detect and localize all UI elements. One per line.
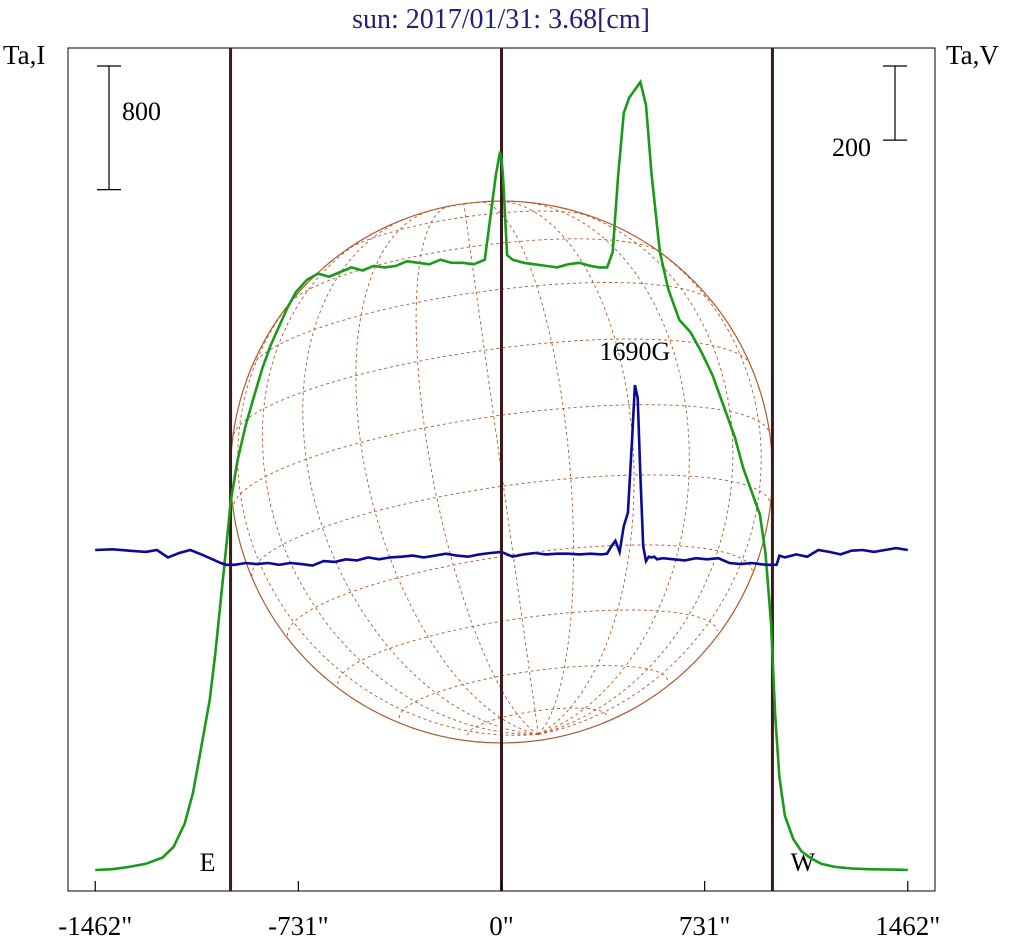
x-tick-label: 0" — [489, 911, 514, 941]
disk-parallel — [232, 404, 771, 510]
y-axis-label-left: Ta,I — [3, 40, 45, 70]
limb-label: E — [200, 848, 216, 877]
disk-meridian — [538, 242, 762, 735]
disk-meridian — [237, 291, 539, 736]
disk-parallel — [287, 544, 753, 636]
disk-meridian — [302, 218, 539, 735]
chart-title: sun: 2017/01/31: 3.68[cm] — [352, 4, 650, 35]
x-tick-label: -731" — [268, 911, 329, 941]
disk-parallel — [467, 707, 608, 736]
disk-meridian — [481, 201, 574, 735]
peak-annotation: 1690G — [600, 337, 671, 366]
disk-parallel — [337, 609, 718, 685]
scale-bar-right-label: 200 — [832, 133, 871, 162]
disk-parallel — [232, 338, 750, 435]
scale-bar-left: 800 — [97, 65, 161, 191]
x-axis-ticks: -1462" -731" 0" 731" 1462" — [58, 881, 940, 941]
disk-parallel — [398, 665, 669, 719]
scale-bar-right: 200 — [832, 65, 907, 162]
disk-parallel — [251, 474, 771, 577]
intensity-line — [95, 78, 908, 872]
polarization-line — [95, 384, 909, 567]
x-tick-label: -1462" — [58, 911, 132, 941]
y-axis-label-right: Ta,V — [946, 40, 999, 70]
disk-meridian — [523, 201, 690, 735]
disk-meridian — [261, 233, 539, 735]
scale-bar-left-label: 800 — [122, 97, 161, 126]
x-tick-label: 1462" — [875, 911, 940, 941]
disk-meridian — [463, 203, 539, 735]
disk-meridian — [415, 206, 539, 735]
disk-parallel — [290, 238, 658, 303]
disk-meridian — [355, 210, 539, 735]
disk-parallel — [345, 210, 591, 251]
disk-parallel — [423, 200, 505, 214]
disk-meridian — [538, 207, 734, 735]
x-tick-label: 731" — [679, 911, 731, 941]
